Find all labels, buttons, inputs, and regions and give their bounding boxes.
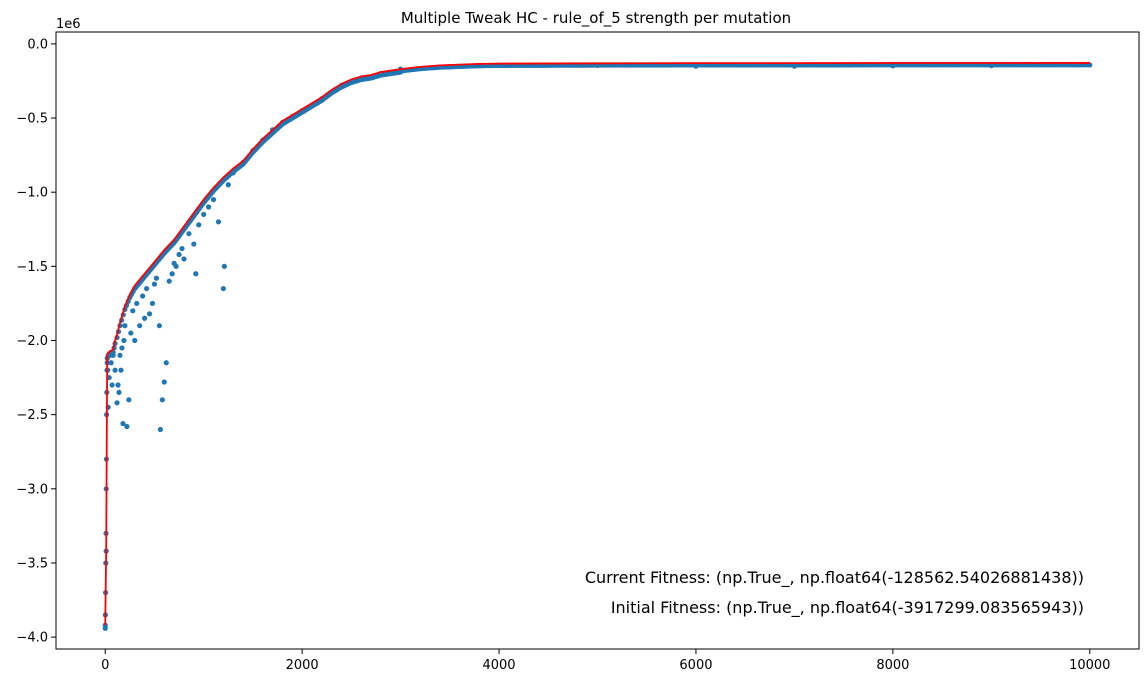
data-point (122, 323, 128, 329)
data-point (221, 263, 227, 269)
data-point (128, 330, 134, 336)
data-point (206, 204, 212, 210)
data-point (117, 352, 123, 358)
data-point (157, 426, 163, 433)
data-point (220, 285, 226, 292)
x-tick-label: 4000 (482, 658, 515, 673)
y-tick-label: −1.5 (16, 260, 48, 275)
y-tick-label: −3.5 (16, 556, 48, 571)
best-fitness-line (104, 62, 1090, 626)
data-point (126, 397, 132, 403)
data-point (132, 337, 138, 344)
data-point (119, 345, 125, 351)
data-point (146, 311, 153, 317)
y-axis: 0.0 −0.5 −1.0 −1.5 −2.0 −2.5 −3.0 −3.5 −4.0 (16, 37, 56, 646)
data-point (193, 271, 199, 277)
data-point (115, 382, 121, 388)
data-point (173, 263, 179, 269)
y-tick-label: −4.0 (16, 631, 48, 646)
data-point (159, 397, 165, 403)
data-point (109, 382, 115, 388)
y-tick-label: −2.5 (16, 408, 48, 423)
x-axis: 0 2000 4000 6000 8000 10000 (101, 649, 1110, 673)
y-tick-label: −1.0 (16, 186, 48, 201)
plot-frame (55, 31, 1140, 650)
data-point (140, 293, 146, 299)
plot-area (102, 62, 1093, 631)
data-point (163, 360, 169, 366)
data-point (137, 323, 143, 329)
data-point (191, 241, 197, 247)
data-point (112, 367, 118, 373)
data-point (124, 423, 130, 430)
data-point (225, 182, 231, 188)
data-point (201, 211, 207, 218)
x-tick-label: 8000 (876, 658, 909, 673)
y-tick-label: 0.0 (27, 37, 48, 52)
data-point (179, 245, 185, 252)
y-tick-label: −2.0 (16, 334, 48, 349)
data-point (156, 323, 162, 329)
initial-fitness-annotation: Initial Fitness: (np.True_, np.float64(-… (611, 598, 1084, 618)
data-point (130, 308, 136, 314)
current-fitness-annotation: Current Fitness: (np.True_, np.float64(-… (585, 568, 1084, 588)
data-point (176, 251, 182, 258)
data-point (102, 625, 108, 631)
data-point (108, 360, 114, 366)
data-point (120, 420, 126, 427)
data-point (169, 271, 175, 277)
y-offset-label: 1e6 (56, 17, 81, 32)
data-point (196, 222, 202, 228)
data-point (153, 275, 160, 281)
x-tick-label: 6000 (679, 658, 712, 673)
data-point (142, 315, 148, 321)
data-point (116, 389, 122, 396)
data-point (215, 219, 222, 225)
data-point (143, 285, 150, 292)
data-point (118, 367, 124, 373)
y-tick-label: −3.0 (16, 482, 48, 497)
y-tick-label: −0.5 (16, 112, 48, 127)
data-point (151, 281, 158, 287)
data-point (114, 400, 120, 406)
data-point (210, 196, 217, 203)
data-point (166, 278, 172, 284)
data-point (149, 300, 156, 307)
chart-title: Multiple Tweak HC - rule_of_5 strength p… (401, 9, 791, 28)
data-point (134, 300, 140, 307)
data-point (181, 256, 187, 262)
data-point (186, 231, 192, 237)
x-tick-label: 10000 (1069, 658, 1110, 673)
data-point (121, 337, 127, 344)
data-point (161, 379, 167, 385)
x-tick-label: 2000 (286, 658, 319, 673)
x-tick-label: 0 (101, 658, 109, 673)
